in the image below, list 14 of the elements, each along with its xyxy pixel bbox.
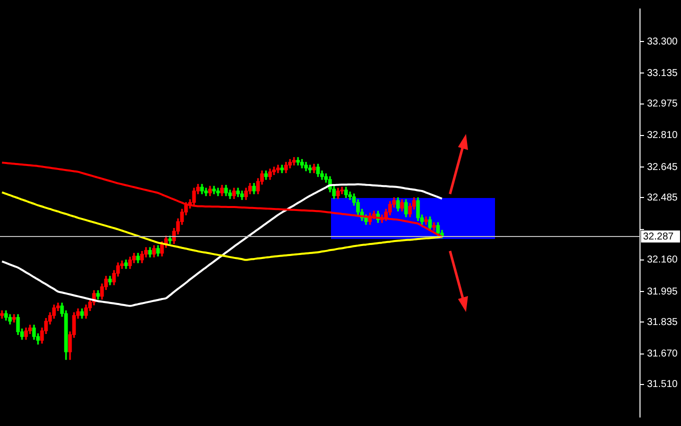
y-tick-label: 32.160 <box>647 254 678 266</box>
y-tick-label: 32.645 <box>647 162 678 173</box>
y-tick-label: 31.510 <box>647 379 678 390</box>
y-tick-label: 32.975 <box>647 98 678 110</box>
y-tick-label: 31.670 <box>647 348 678 360</box>
y-tick-label: 33.300 <box>647 36 678 48</box>
ref-line-label: 32.287 <box>643 231 674 242</box>
y-tick-label: 32.485 <box>647 192 678 204</box>
y-tick-label: 31.835 <box>647 316 678 328</box>
y-tick-label: 32.810 <box>647 130 678 142</box>
line-series <box>1 191 443 261</box>
y-tick-label: 33.135 <box>647 68 678 79</box>
y-tick-label: 31.995 <box>647 286 678 298</box>
line-series <box>1 162 443 238</box>
